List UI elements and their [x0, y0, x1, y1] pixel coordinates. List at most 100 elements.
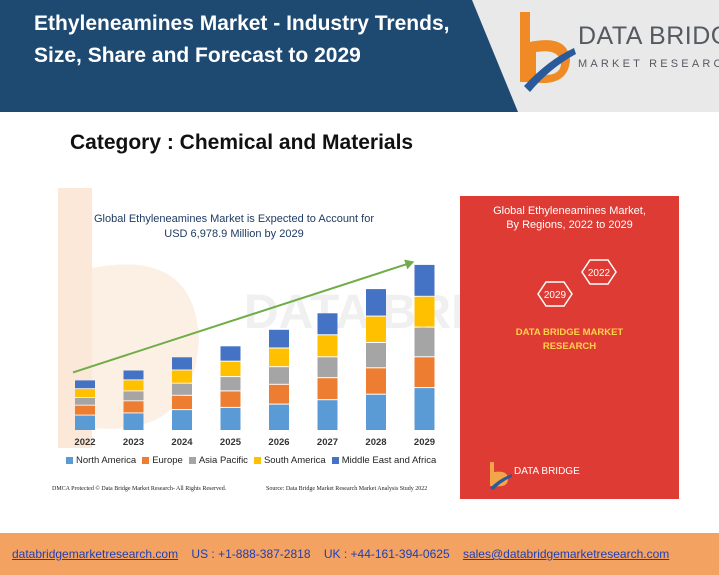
bar-2026-south-america: [269, 348, 289, 367]
bar-2029-north-america: [414, 388, 435, 430]
small-logo-text: DATA BRIDGE: [514, 466, 580, 477]
bar-2025-asia-pacific: [220, 377, 241, 391]
legend-swatch: [66, 456, 73, 464]
bar-2028-north-america: [366, 394, 386, 430]
dmca-notice: DMCA Protected © Data Bridge Market Rese…: [52, 486, 227, 492]
bar-2029-south-america: [414, 296, 435, 327]
regions-title-line2: By Regions, 2022 to 2029: [506, 219, 633, 231]
bar-2027-asia-pacific: [317, 357, 338, 378]
category-label: Category : Chemical and Materials: [70, 131, 414, 154]
x-tick-label: 2025: [220, 437, 242, 448]
market-chart-panel: DATA BRIDGE 2022202320242025202620272028…: [44, 188, 460, 500]
x-tick-label: 2023: [123, 437, 144, 448]
bar-2023-europe: [123, 401, 144, 413]
legend-item-middle-east-and-africa: Middle East and Africa: [331, 455, 437, 466]
legend-swatch: [331, 456, 339, 464]
bar-2022-asia-pacific: [75, 398, 95, 405]
bar-2026-europe: [269, 384, 289, 404]
bar-2022-north-america: [75, 415, 95, 430]
bar-2022-south-america: [75, 389, 95, 397]
year-hexagons: 2022 2029: [537, 259, 617, 307]
bar-2023-middle-east-and-africa: [123, 370, 144, 380]
bar-2022-europe: [75, 405, 95, 415]
x-tick-label: 2029: [414, 437, 435, 448]
bar-2024-north-america: [172, 410, 192, 430]
legend-item-europe: Europe: [142, 455, 183, 466]
bar-2028-middle-east-and-africa: [366, 289, 386, 316]
x-tick-label: 2027: [317, 437, 338, 448]
footer-contacts: databridgemarketresearch.com US : +1-888…: [12, 547, 669, 561]
legend-swatch: [142, 456, 150, 464]
email-link[interactable]: sales@databridgemarketresearch.com: [462, 547, 670, 561]
bar-2027-middle-east-and-africa: [317, 313, 338, 335]
chart-title: Global Ethyleneamines Market is Expected…: [74, 212, 394, 242]
footer-bar: databridgemarketresearch.com US : +1-888…: [0, 533, 719, 575]
bar-2029-asia-pacific: [414, 327, 435, 357]
legend-item-south-america: South America: [253, 455, 326, 466]
bar-2026-middle-east-and-africa: [269, 329, 289, 348]
bar-2028-south-america: [366, 316, 386, 342]
logo-mark-icon: [520, 12, 576, 92]
header-banner: Ethyleneamines Market - Industry Trends,…: [0, 0, 719, 112]
bar-2023-asia-pacific: [123, 391, 144, 401]
regions-brand-line1: DATA BRIDGE MARKET: [515, 327, 624, 338]
header-logo-background: [472, 0, 719, 112]
bar-2024-middle-east-and-africa: [172, 357, 192, 370]
bar-2025-middle-east-and-africa: [220, 346, 241, 361]
trend-arrow: [72, 261, 411, 374]
logo-name: DATA BRIDGE: [578, 22, 719, 50]
bar-2023-south-america: [123, 380, 144, 391]
bar-2026-north-america: [269, 404, 289, 430]
bar-2024-europe: [172, 395, 192, 410]
chart-title-line2: USD 6,978.9 Million by 2029: [164, 228, 304, 240]
bar-2026-asia-pacific: [269, 367, 289, 384]
bar-2022-middle-east-and-africa: [75, 380, 95, 389]
bar-2027-europe: [317, 378, 338, 400]
bar-2024-south-america: [172, 370, 192, 383]
chart-legend: North America Europe Asia Pacific South Ame…: [66, 455, 466, 469]
chart-title-line1: Global Ethyleneamines Market is Expected…: [93, 213, 375, 225]
regions-title-line1: Global Ethyleneamines Market,: [493, 205, 646, 217]
uk-phone[interactable]: UK : +44-161-394-0625: [323, 547, 450, 561]
bar-2023-north-america: [123, 413, 144, 430]
legend-label: South America: [263, 455, 326, 466]
page-title: Ethyleneamines Market - Industry Trends,…: [34, 12, 450, 67]
x-tick-label: 2022: [74, 437, 95, 448]
bar-2027-south-america: [317, 335, 338, 357]
market-chart: DATA BRIDGE 2022202320242025202620272028…: [58, 188, 460, 448]
bar-2028-asia-pacific: [366, 343, 386, 368]
hex-2022-label: 2022: [588, 268, 611, 279]
regions-panel-title: Global Ethyleneamines Market, By Regions…: [470, 204, 669, 232]
bar-2027-north-america: [317, 400, 338, 430]
logo-tagline: MARKET RESEARCH: [578, 58, 719, 70]
legend-item-north-america: North America: [66, 455, 136, 466]
legend-label: North America: [76, 455, 137, 466]
regions-panel: Global Ethyleneamines Market, By Regions…: [460, 196, 679, 499]
bar-2025-europe: [220, 391, 241, 407]
regions-brand-line2: RESEARCH: [542, 341, 597, 352]
hex-2029-label: 2029: [544, 290, 567, 301]
legend-label: Europe: [152, 455, 183, 466]
bar-2024-asia-pacific: [172, 383, 192, 395]
legend-label: Asia Pacific: [198, 455, 248, 466]
company-logo[interactable]: DATA BRIDGE MARKET RESEARCH: [518, 12, 719, 94]
x-tick-label: 2026: [268, 437, 289, 448]
hex-2022-icon: [581, 259, 617, 285]
hex-2029-icon: [537, 281, 573, 307]
legend-swatch: [188, 456, 196, 464]
x-tick-label: 2024: [171, 437, 193, 448]
legend-item-asia-pacific: Asia Pacific: [188, 455, 248, 466]
x-tick-label: 2028: [365, 437, 386, 448]
website-link[interactable]: databridgemarketresearch.com: [12, 547, 179, 561]
bar-2029-middle-east-and-africa: [414, 264, 435, 296]
legend-swatch: [253, 456, 261, 464]
regions-brand: DATA BRIDGE MARKET RESEARCH: [470, 326, 669, 354]
legend-label: Middle East and Africa: [341, 455, 437, 466]
us-phone[interactable]: US : +1-888-387-2818: [191, 547, 311, 561]
bar-2029-europe: [414, 357, 435, 388]
trend-arrow-head: [404, 259, 415, 270]
source-note: Source: Data Bridge Market Research Mark…: [266, 486, 428, 492]
bar-2028-europe: [366, 368, 386, 394]
bar-2025-south-america: [220, 361, 241, 377]
small-logo-icon: [490, 462, 512, 490]
